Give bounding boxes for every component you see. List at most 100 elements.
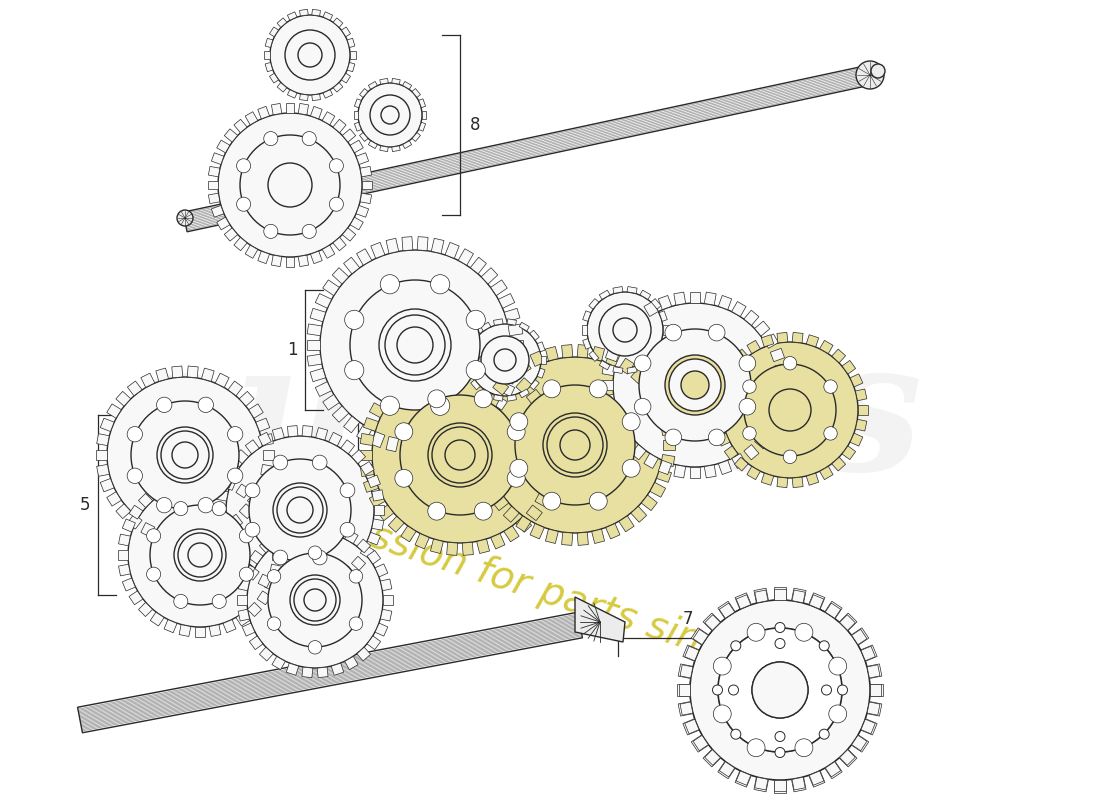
Circle shape xyxy=(358,83,422,147)
Polygon shape xyxy=(808,593,825,610)
Polygon shape xyxy=(248,494,262,507)
Polygon shape xyxy=(255,519,264,530)
Polygon shape xyxy=(156,529,168,542)
Polygon shape xyxy=(311,10,320,16)
Polygon shape xyxy=(504,368,519,384)
Circle shape xyxy=(302,224,317,238)
Polygon shape xyxy=(792,477,803,488)
Circle shape xyxy=(713,705,732,723)
Polygon shape xyxy=(465,342,473,352)
Circle shape xyxy=(783,357,796,370)
Circle shape xyxy=(240,567,253,582)
Circle shape xyxy=(542,380,561,398)
Polygon shape xyxy=(264,51,270,59)
Polygon shape xyxy=(806,473,818,486)
Polygon shape xyxy=(139,602,153,617)
Polygon shape xyxy=(283,622,293,633)
Polygon shape xyxy=(546,529,559,543)
Circle shape xyxy=(430,396,450,415)
Polygon shape xyxy=(370,300,382,311)
Polygon shape xyxy=(516,516,531,532)
Polygon shape xyxy=(867,702,880,715)
Polygon shape xyxy=(747,466,760,480)
Polygon shape xyxy=(341,566,354,580)
Circle shape xyxy=(350,280,480,410)
Polygon shape xyxy=(659,338,668,349)
Circle shape xyxy=(400,395,520,515)
Polygon shape xyxy=(361,545,374,558)
Polygon shape xyxy=(287,12,297,20)
Polygon shape xyxy=(774,589,785,600)
Polygon shape xyxy=(395,286,406,296)
Polygon shape xyxy=(755,590,768,603)
Polygon shape xyxy=(172,532,183,544)
Polygon shape xyxy=(172,366,183,378)
Polygon shape xyxy=(431,437,444,452)
Circle shape xyxy=(600,304,651,356)
Polygon shape xyxy=(683,645,700,662)
Polygon shape xyxy=(188,511,198,518)
Polygon shape xyxy=(356,539,371,553)
Polygon shape xyxy=(491,534,505,549)
Polygon shape xyxy=(424,394,434,403)
Circle shape xyxy=(273,550,288,565)
Polygon shape xyxy=(341,27,351,37)
Polygon shape xyxy=(663,440,675,450)
Polygon shape xyxy=(351,595,356,605)
Circle shape xyxy=(739,355,756,372)
Polygon shape xyxy=(402,439,412,454)
Polygon shape xyxy=(257,506,271,519)
Circle shape xyxy=(248,532,383,668)
Polygon shape xyxy=(245,245,257,258)
Circle shape xyxy=(432,427,488,483)
Polygon shape xyxy=(298,103,309,115)
Polygon shape xyxy=(400,368,416,384)
Polygon shape xyxy=(372,519,384,530)
Polygon shape xyxy=(504,368,519,384)
Circle shape xyxy=(107,377,263,533)
Polygon shape xyxy=(273,542,284,552)
Polygon shape xyxy=(640,290,651,299)
Polygon shape xyxy=(575,597,625,642)
Polygon shape xyxy=(316,542,327,552)
Polygon shape xyxy=(287,583,298,594)
Polygon shape xyxy=(118,550,128,560)
Polygon shape xyxy=(504,506,519,522)
Polygon shape xyxy=(187,366,198,378)
Polygon shape xyxy=(728,407,738,418)
Polygon shape xyxy=(360,89,368,98)
Polygon shape xyxy=(119,534,130,546)
Polygon shape xyxy=(465,368,473,378)
Polygon shape xyxy=(206,414,217,424)
Polygon shape xyxy=(298,255,309,266)
Circle shape xyxy=(747,623,764,642)
Polygon shape xyxy=(520,440,527,450)
Circle shape xyxy=(287,497,314,523)
Circle shape xyxy=(320,250,510,440)
Polygon shape xyxy=(508,450,515,460)
Polygon shape xyxy=(717,418,728,429)
Polygon shape xyxy=(323,90,332,98)
Circle shape xyxy=(510,459,528,478)
Polygon shape xyxy=(302,464,312,471)
Polygon shape xyxy=(449,300,460,311)
Polygon shape xyxy=(832,349,846,363)
Polygon shape xyxy=(851,735,869,752)
Polygon shape xyxy=(164,576,174,586)
Polygon shape xyxy=(316,468,327,478)
Circle shape xyxy=(560,430,590,460)
Polygon shape xyxy=(333,18,343,27)
Circle shape xyxy=(174,594,188,609)
Polygon shape xyxy=(151,484,164,498)
Circle shape xyxy=(240,135,340,235)
Polygon shape xyxy=(217,490,228,501)
Polygon shape xyxy=(679,702,693,716)
Polygon shape xyxy=(600,361,610,370)
Circle shape xyxy=(308,546,321,559)
Polygon shape xyxy=(526,505,542,521)
Polygon shape xyxy=(224,129,238,142)
Polygon shape xyxy=(322,245,334,258)
Circle shape xyxy=(507,422,525,441)
Polygon shape xyxy=(174,586,185,595)
Circle shape xyxy=(820,641,829,651)
